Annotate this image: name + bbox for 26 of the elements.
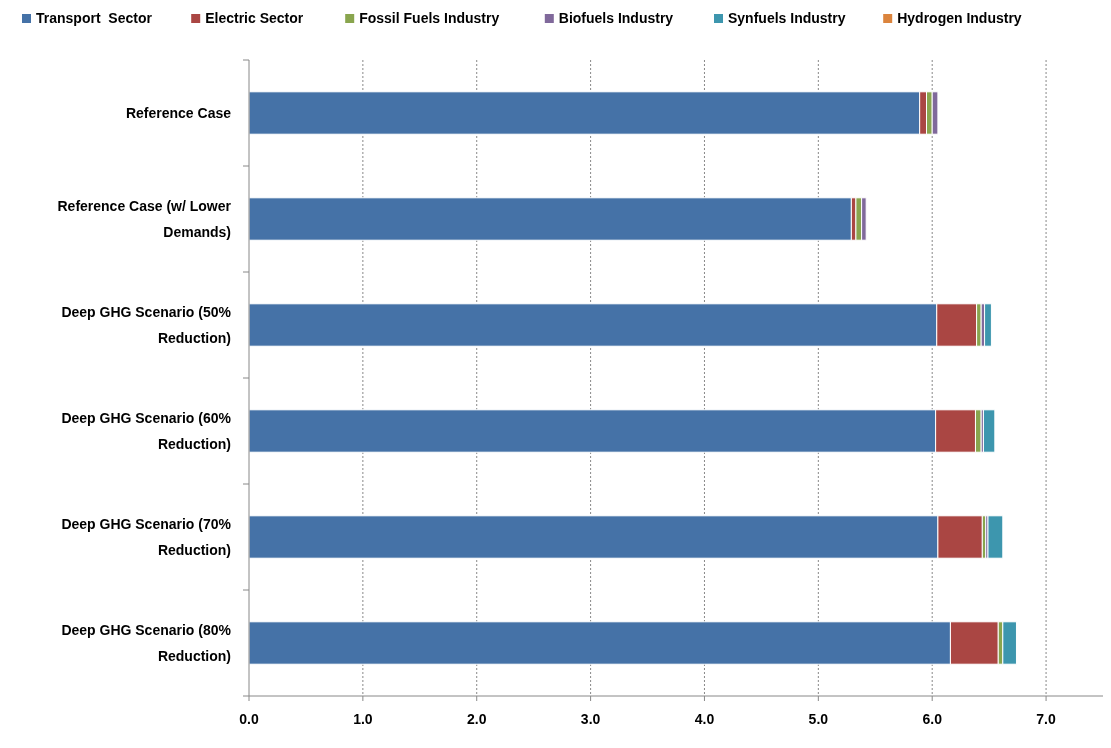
bar — [855, 197, 863, 241]
legend-label: Synfuels Industry — [728, 10, 846, 26]
y-tick-label: Reference Case — [125, 105, 232, 121]
legend-label: Electric Sector — [205, 10, 304, 26]
y-tick-label: Deep GHG Scenario (70% Reduction) — [61, 516, 232, 558]
bar — [248, 197, 852, 241]
bar — [984, 303, 992, 347]
x-tick-label: 1.0 — [353, 711, 373, 727]
x-tick-label: 6.0 — [922, 711, 943, 727]
y-tick-label: Reference Case (w/ Lower Demands) — [57, 198, 232, 240]
bar — [987, 515, 1004, 559]
x-tick-label: 2.0 — [467, 711, 487, 727]
bar — [1002, 621, 1017, 665]
x-tick-label: 0.0 — [239, 711, 259, 727]
x-tick-label: 7.0 — [1036, 711, 1057, 727]
legend-label: Hydrogen Industry — [897, 10, 1022, 26]
x-tick-label: 4.0 — [694, 711, 715, 727]
legend-label: Fossil Fuels Industry — [359, 10, 500, 26]
y-tick-label: Deep GHG Scenario (80% Reduction) — [61, 622, 232, 664]
y-tick-label: Deep GHG Scenario (60% Reduction) — [61, 410, 232, 452]
x-tick-label: 3.0 — [580, 711, 601, 727]
x-tick-label: 5.0 — [808, 711, 829, 727]
y-tick-label: Deep GHG Scenario (50% Reduction) — [61, 304, 232, 346]
bar — [982, 409, 996, 453]
legend-label: Transport Sector — [36, 10, 153, 26]
legend-label: Biofuels Industry — [558, 10, 674, 26]
